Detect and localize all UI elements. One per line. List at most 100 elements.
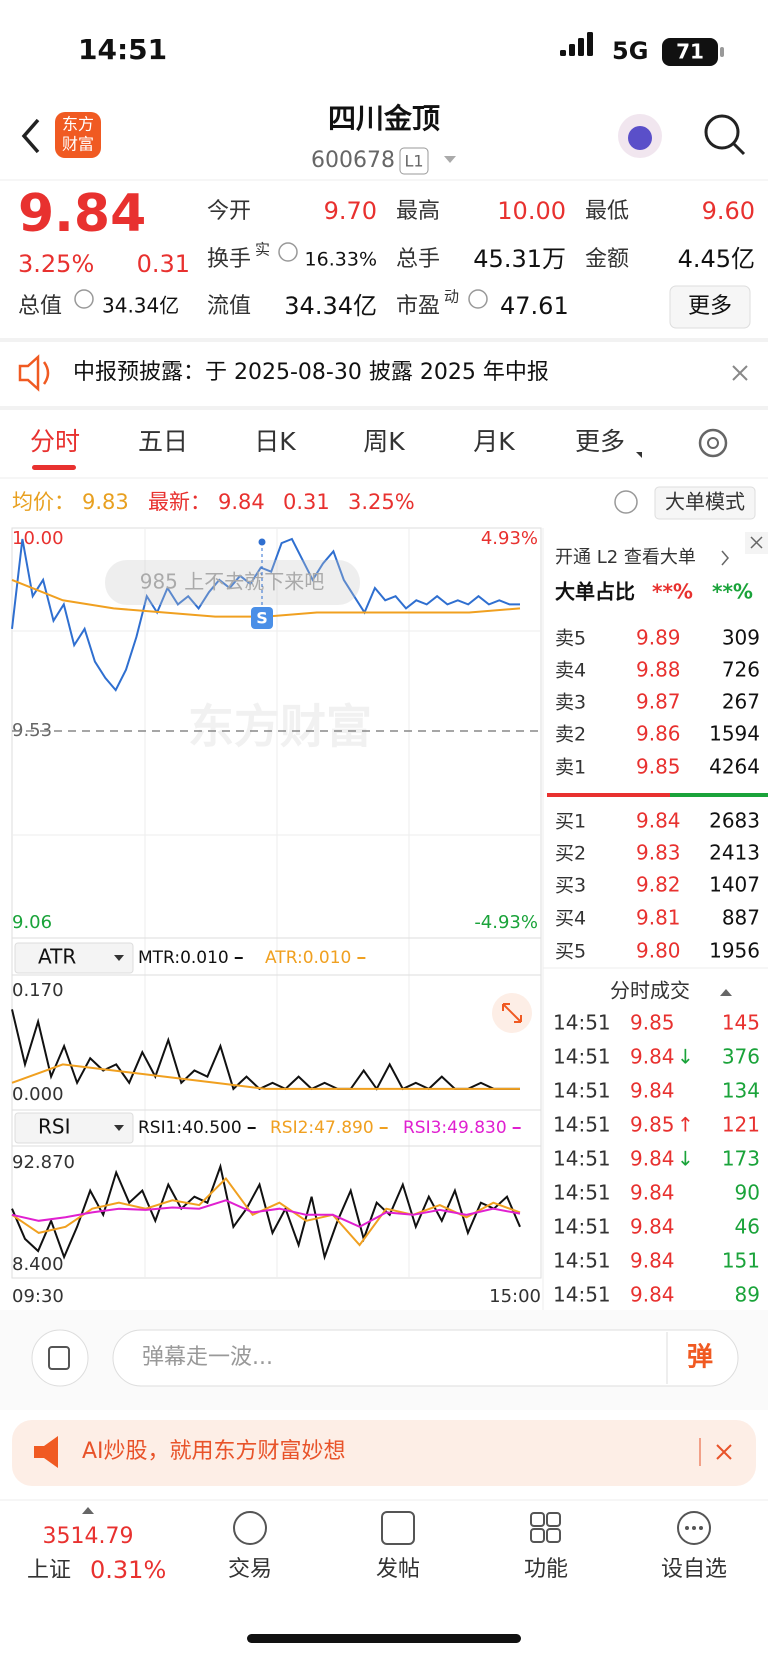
book-price: 9.86 [636,722,681,746]
comment-input[interactable] [112,1329,739,1387]
send-button[interactable]: 弹 [687,1343,713,1373]
y2-tick-label: -4.93% [474,912,538,933]
logo-text: 东方 [62,115,94,134]
assistant-face [628,126,652,150]
ad-text: AI炒股，就用东方财富妙想 [82,1439,346,1464]
l2-promo[interactable]: 开通 L2 查看大单 [555,547,696,568]
trade-volume: 46 [735,1215,760,1239]
marker-box[interactable] [251,607,273,629]
danmu-settings[interactable] [31,1329,89,1387]
band [0,406,768,410]
index-value[interactable]: 3514.79 [43,1524,134,1549]
help-icon[interactable] [614,490,638,514]
level: L1 [404,152,423,171]
book-label: 买5 [555,941,586,963]
battery-body [662,38,718,66]
book-price: 9.89 [636,626,681,650]
trade-volume: 376 [722,1045,760,1069]
nav-icon [530,1528,545,1543]
info-icon[interactable] [468,289,488,309]
info-icon[interactable] [278,242,298,262]
nav-label[interactable]: 功能 [524,1557,568,1582]
nav-icon-dot [692,1526,696,1530]
ratio-sell: **% [712,580,753,604]
close-icon[interactable] [732,365,748,381]
signal-bar [569,44,575,56]
ad-bar[interactable] [12,1420,756,1486]
trade-time: 14:51 [553,1113,611,1137]
indicator-name: RSI [38,1115,71,1139]
nav-label[interactable]: 交易 [228,1557,272,1582]
trade-price: 9.84 [630,1181,675,1205]
trade-price: 9.85 [630,1113,675,1137]
indicator-selector[interactable] [14,1112,134,1144]
more-label: 更多 [688,294,732,319]
comment-placeholder: 弹幕走一波... [142,1345,273,1370]
trade-volume: 89 [735,1283,760,1307]
field-label: 流值 [207,294,251,319]
latest-label: 最新： [148,490,211,514]
status-time: 14:51 [78,33,167,66]
back-button[interactable] [21,118,40,154]
mode-button[interactable] [654,486,756,520]
book-label: 卖3 [555,692,586,714]
tab[interactable]: 周K [363,427,405,456]
watermark: 东方财富 [188,700,372,754]
network: 5G [612,37,648,65]
battery-level: 71 [676,40,704,64]
trade-price: 9.84 [630,1147,675,1171]
field-label: 换手 [207,247,251,272]
legend-entry: ATR:0.010 [265,948,351,968]
trade-volume: 134 [722,1079,760,1103]
legend-entry: RSI2:47.890 [270,1118,374,1138]
settings-core [707,437,719,449]
promo-arrow [721,550,729,566]
ad-close[interactable] [716,1444,732,1460]
mode-label: 大单模式 [665,490,745,514]
book-label: 卖4 [555,660,586,682]
trade-price: 9.84 [630,1215,675,1239]
field-value: 47.61 [500,292,569,320]
book-label: 卖1 [555,757,586,779]
nav-label[interactable]: 发帖 [376,1557,420,1582]
trade-time: 14:51 [553,1011,611,1035]
dropdown-arrow [444,156,456,163]
danmu-text: 985 上不去就下来吧 [140,570,325,594]
more-button[interactable] [669,285,751,329]
stock-code: 600678 [311,148,395,173]
legend-entry: MTR:0.010 [138,948,229,968]
trade-volume: 121 [722,1113,760,1137]
danmu-settings-icon [48,1346,70,1370]
book-volume: 726 [722,658,760,682]
field-sup: 动 [444,288,459,306]
field-label: 最高 [396,199,440,224]
ratio-bar-buy [547,793,670,797]
logo [55,112,101,158]
book-price: 9.85 [636,755,681,779]
book-volume: 2413 [709,841,760,865]
tab[interactable]: 日K [254,427,296,456]
legend-entry: RSI1:40.500 [138,1118,242,1138]
change: 0.31 [137,250,190,278]
nav-label[interactable]: 设自选 [661,1557,727,1582]
series-line [11,1176,521,1247]
price: 9.84 [18,184,146,244]
danmu-bubble [105,560,360,605]
info-icon[interactable] [74,289,94,309]
selector-arrow [114,1125,124,1131]
book-volume: 309 [722,626,760,650]
indicator-selector[interactable] [14,942,134,974]
indicator-name: ATR [38,945,76,969]
tab[interactable]: 月K [473,427,515,456]
trades-title: 分时成交 [610,979,690,1003]
index-change: 0.31% [90,1556,166,1584]
trade-volume: 90 [735,1181,760,1205]
settings-icon[interactable] [698,428,728,458]
field-sup: 实 [255,241,270,259]
tab[interactable]: 分时 [30,427,80,456]
tab[interactable]: 更多 [575,427,625,456]
book-volume: 1956 [709,939,760,963]
tab[interactable]: 五日 [138,427,188,456]
search-icon[interactable] [704,114,740,150]
x-tick-label: 15:00 [489,1286,541,1307]
